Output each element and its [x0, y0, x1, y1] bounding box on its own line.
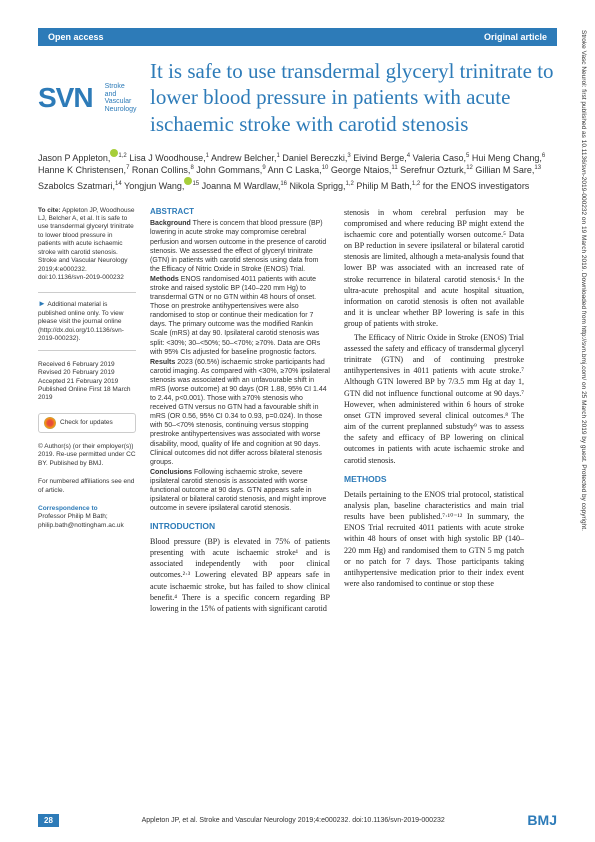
supplemental-box: ► Additional material is published onlin…	[38, 292, 136, 350]
page: Open access Original article SVN Stroke …	[0, 0, 595, 842]
header-bar: Open access Original article	[38, 28, 557, 46]
correspondence: Correspondence to Professor Philip M Bat…	[38, 505, 136, 530]
page-footer: 28 Appleton JP, et al. Stroke and Vascul…	[38, 812, 557, 828]
arrow-icon: ►	[38, 299, 46, 308]
middle-column: ABSTRACT Background There is concern tha…	[150, 207, 330, 615]
page-number: 28	[38, 814, 59, 827]
footer-citation: Appleton JP, et al. Stroke and Vascular …	[142, 817, 445, 824]
body-paragraph-2: The Efficacy of Nitric Oxide in Stroke (…	[344, 332, 524, 466]
check-updates-button[interactable]: Check for updates	[38, 413, 136, 433]
abstract-conclusions: Conclusions Following ischaemic stroke, …	[150, 468, 330, 513]
abstract-methods: Methods ENOS randomised 4011 patients wi…	[150, 275, 330, 357]
abstract-heading: ABSTRACT	[150, 207, 330, 218]
crossmark-icon	[44, 417, 56, 429]
article-type-label: Original article	[484, 32, 547, 42]
affiliations-note: For numbered affiliations see end of art…	[38, 478, 136, 495]
abstract-results: Results 2023 (60.5%) ischaemic stroke pa…	[150, 358, 330, 467]
logo-area: SVN Stroke and Vascular Neurology	[38, 58, 136, 139]
body-paragraph-1: stenosis in whom cerebral perfusion may …	[344, 207, 524, 330]
copyright-sidebar: Stroke Vasc Neurol: first published as 1…	[573, 30, 587, 810]
right-column: stenosis in whom cerebral perfusion may …	[344, 207, 524, 615]
abstract-background: Background There is concern that blood p…	[150, 219, 330, 274]
journal-subtitle: Stroke and Vascular Neurology	[105, 83, 137, 114]
citation-box: To cite: Appleton JP, Woodhouse LJ, Belc…	[38, 207, 136, 283]
article-title: It is safe to use transdermal glyceryl t…	[150, 58, 557, 137]
authors-list: Jason P Appleton,1,2 Lisa J Woodhouse,1 …	[38, 149, 557, 193]
left-sidebar: To cite: Appleton JP, Woodhouse LJ, Belc…	[38, 207, 136, 615]
introduction-heading: INTRODUCTION	[150, 521, 330, 532]
open-access-label: Open access	[48, 32, 104, 42]
methods-heading: METHODS	[344, 474, 524, 486]
publication-dates: Received 6 February 2019 Revised 20 Febr…	[38, 361, 136, 403]
content-columns: To cite: Appleton JP, Woodhouse LJ, Belc…	[38, 207, 557, 615]
methods-text: Details pertaining to the ENOS trial pro…	[344, 489, 524, 590]
bmj-logo: BMJ	[527, 812, 557, 828]
journal-logo: SVN	[38, 82, 93, 114]
introduction-text: Blood pressure (BP) is elevated in 75% o…	[150, 536, 330, 614]
license-text: © Author(s) (or their employer(s)) 2019.…	[38, 443, 136, 468]
